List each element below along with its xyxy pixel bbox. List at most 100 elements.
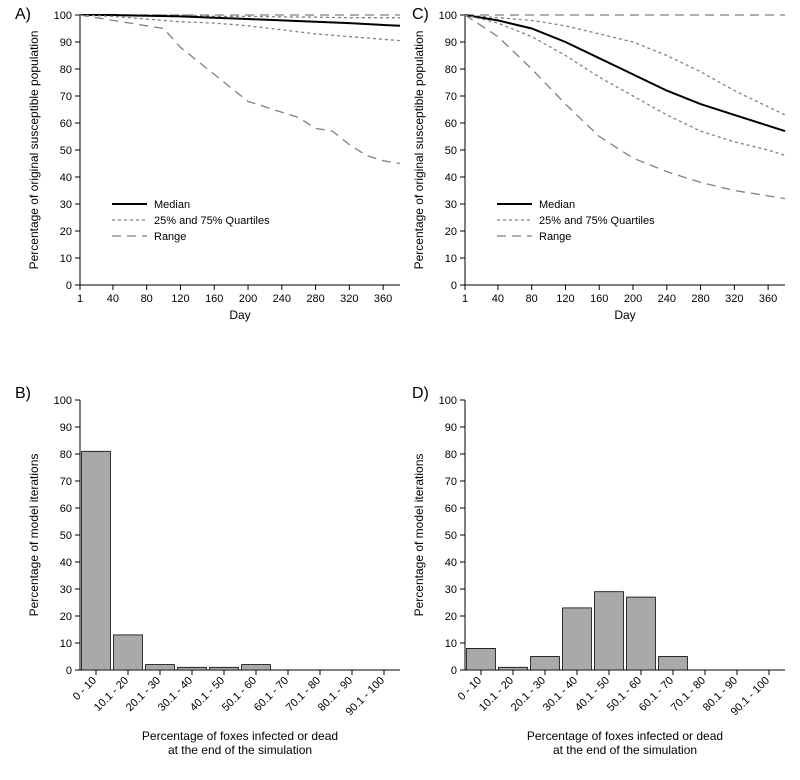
y-tick-label: 50 xyxy=(445,145,457,157)
x-axis-label: at the end of the simulation xyxy=(168,743,312,757)
y-axis-label: Percentage of model iterations xyxy=(412,454,426,617)
legend-label: 25% and 75% Quartiles xyxy=(154,215,270,227)
y-tick-label: 90 xyxy=(445,422,457,434)
bar xyxy=(563,608,592,670)
y-tick-label: 40 xyxy=(445,172,457,184)
panel-B-group: 01020304050607080901000 - 1010.1 - 2020.… xyxy=(27,395,400,757)
bar xyxy=(210,667,239,670)
y-tick-label: 40 xyxy=(60,172,72,184)
x-tick-label: 1 xyxy=(462,293,468,305)
y-tick-label: 80 xyxy=(60,449,72,461)
y-tick-label: 50 xyxy=(60,145,72,157)
x-tick-label: 360 xyxy=(374,293,392,305)
bar xyxy=(627,597,656,670)
bar xyxy=(146,665,175,670)
y-tick-label: 80 xyxy=(60,64,72,76)
x-tick-label: 320 xyxy=(725,293,743,305)
bar xyxy=(82,451,111,670)
y-tick-label: 100 xyxy=(54,395,72,407)
x-tick-label: 1 xyxy=(77,293,83,305)
x-tick-label: 40 xyxy=(492,293,504,305)
y-tick-label: 40 xyxy=(60,557,72,569)
x-axis-label: Percentage of foxes infected or dead xyxy=(142,729,338,743)
legend-label: Range xyxy=(539,231,571,243)
y-tick-label: 90 xyxy=(60,422,72,434)
panel-C-label: C) xyxy=(412,6,429,24)
y-tick-label: 100 xyxy=(439,395,457,407)
y-tick-label: 30 xyxy=(445,199,457,211)
legend-label: Median xyxy=(539,199,575,211)
x-tick-label: 240 xyxy=(273,293,291,305)
y-tick-label: 0 xyxy=(451,665,457,677)
y-tick-label: 60 xyxy=(60,503,72,515)
bar xyxy=(595,592,624,670)
bar xyxy=(467,648,496,670)
y-tick-label: 50 xyxy=(445,530,457,542)
y-tick-label: 10 xyxy=(445,638,457,650)
panel-B-label: B) xyxy=(15,385,31,403)
y-tick-label: 60 xyxy=(445,118,457,130)
bar xyxy=(178,667,207,670)
y-tick-label: 10 xyxy=(445,253,457,265)
x-tick-label: 80 xyxy=(526,293,538,305)
series-median xyxy=(465,15,785,131)
y-axis-label: Percentage of original susceptible popul… xyxy=(412,31,426,270)
y-axis-label: Percentage of model iterations xyxy=(27,454,41,617)
x-tick-label: 200 xyxy=(239,293,257,305)
x-tick-label: 240 xyxy=(658,293,676,305)
y-tick-label: 70 xyxy=(60,476,72,488)
y-axis-label: Percentage of original susceptible popul… xyxy=(27,31,41,270)
bar xyxy=(531,657,560,671)
y-tick-label: 10 xyxy=(60,253,72,265)
y-tick-label: 100 xyxy=(54,10,72,22)
x-tick-label: 160 xyxy=(205,293,223,305)
y-tick-label: 90 xyxy=(445,37,457,49)
x-tick-label: 280 xyxy=(306,293,324,305)
x-tick-label: 280 xyxy=(691,293,709,305)
panel-A-group: 0102030405060708090100140801201602002402… xyxy=(27,10,400,322)
x-tick-label: 120 xyxy=(556,293,574,305)
y-tick-label: 70 xyxy=(60,91,72,103)
y-tick-label: 80 xyxy=(445,449,457,461)
y-tick-label: 50 xyxy=(60,530,72,542)
x-axis-label: Day xyxy=(614,308,635,322)
y-tick-label: 0 xyxy=(66,280,72,292)
series-q75 xyxy=(465,15,785,115)
bar xyxy=(242,665,271,670)
panel-D-label: D) xyxy=(412,385,429,403)
x-tick-label: 200 xyxy=(624,293,642,305)
y-tick-label: 30 xyxy=(445,584,457,596)
y-tick-label: 70 xyxy=(445,476,457,488)
y-tick-label: 30 xyxy=(60,199,72,211)
x-tick-label: 80 xyxy=(141,293,153,305)
bar xyxy=(114,635,143,670)
series-median xyxy=(80,15,400,26)
legend-label: Median xyxy=(154,199,190,211)
y-tick-label: 0 xyxy=(66,665,72,677)
series-range_lower xyxy=(80,15,400,164)
y-tick-label: 100 xyxy=(439,10,457,22)
panel-C-group: 0102030405060708090100140801201602002402… xyxy=(412,10,785,322)
panel-A-label: A) xyxy=(15,6,31,24)
y-tick-label: 30 xyxy=(60,584,72,596)
x-tick-label: 0 - 10 xyxy=(71,675,99,703)
bar xyxy=(659,657,688,671)
x-axis-label: Percentage of foxes infected or dead xyxy=(527,729,723,743)
panel-D-group: 01020304050607080901000 - 1010.1 - 2020.… xyxy=(412,395,785,757)
x-axis-label: Day xyxy=(229,308,250,322)
figure-root: 0102030405060708090100140801201602002402… xyxy=(0,0,800,780)
x-tick-label: 0 - 10 xyxy=(456,675,484,703)
y-tick-label: 20 xyxy=(445,611,457,623)
series-range_lower xyxy=(465,15,785,199)
x-tick-label: 360 xyxy=(759,293,777,305)
y-tick-label: 80 xyxy=(445,64,457,76)
x-tick-label: 40 xyxy=(107,293,119,305)
y-tick-label: 10 xyxy=(60,638,72,650)
y-tick-label: 20 xyxy=(60,226,72,238)
y-tick-label: 0 xyxy=(451,280,457,292)
y-tick-label: 20 xyxy=(445,226,457,238)
y-tick-label: 60 xyxy=(445,503,457,515)
bar xyxy=(499,667,528,670)
x-tick-label: 120 xyxy=(171,293,189,305)
y-tick-label: 90 xyxy=(60,37,72,49)
